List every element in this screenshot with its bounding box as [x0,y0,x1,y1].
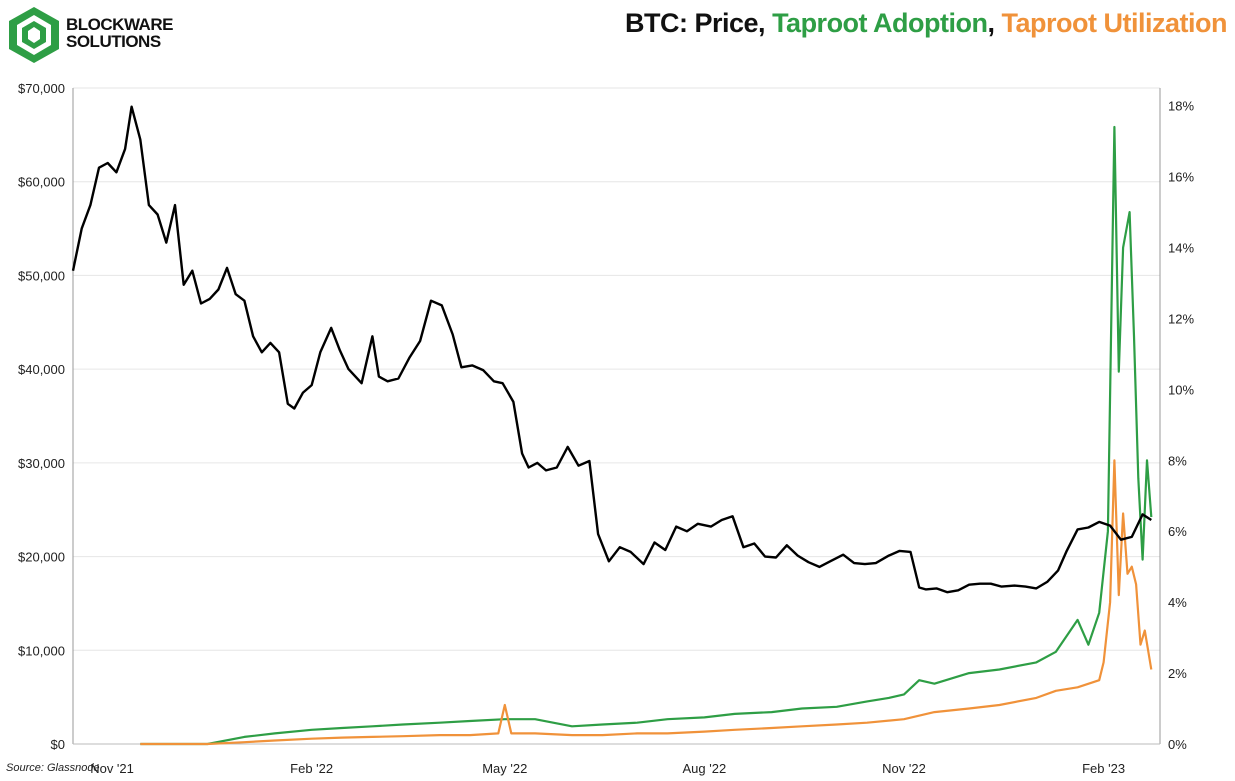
y-right-tick-label: 18% [1168,99,1194,114]
y-left-tick-label: $40,000 [18,362,65,377]
brand-line-1: BLOCKWARE [66,15,173,34]
blockware-logo [4,4,174,64]
x-tick-label: Aug '22 [683,761,727,776]
price-line [71,105,1152,594]
y-left-tick-label: $70,000 [18,81,65,96]
x-tick-label: Feb '22 [290,761,333,776]
y-right-tick-label: 8% [1168,453,1187,468]
y-right-tick-label: 16% [1168,170,1194,185]
y-left-tick-label: $20,000 [18,550,65,565]
y-right-tick-label: 4% [1168,595,1187,610]
brand-line-2: SOLUTIONS [66,32,161,51]
y-left-tick-label: $30,000 [18,456,65,471]
utilization-line [140,459,1153,746]
adoption-line [140,125,1153,746]
x-tick-label: May '22 [482,761,527,776]
title-part-utilization: Taproot Utilization [1001,8,1228,38]
source-note: Source: Glassnode [6,762,100,774]
y-left-tick-label: $10,000 [18,643,65,658]
title-part-adoption: Taproot Adoption [772,8,988,38]
y-right-tick-label: 2% [1168,666,1187,681]
y-right-tick-label: 0% [1168,737,1187,752]
y-left-tick-label: $50,000 [18,268,65,283]
title-part-sep: , [987,8,1002,38]
title-part-price: BTC: Price, [625,8,773,38]
cube-logo-icon [9,7,59,63]
y-left-tick-label: $0 [51,737,65,752]
y-right-tick-label: 14% [1168,241,1194,256]
y-right-tick-label: 10% [1168,382,1194,397]
x-tick-label: Feb '23 [1082,761,1125,776]
x-tick-label: Nov '21 [90,761,134,776]
y-left-tick-label: $60,000 [18,175,65,190]
y-right-tick-label: 12% [1168,311,1194,326]
brand-name: BLOCKWARE SOLUTIONS [66,16,173,50]
chart-title: BTC: Price, Taproot Adoption, Taproot Ut… [625,8,1227,39]
x-tick-label: Nov '22 [882,761,926,776]
y-right-tick-label: 6% [1168,524,1187,539]
